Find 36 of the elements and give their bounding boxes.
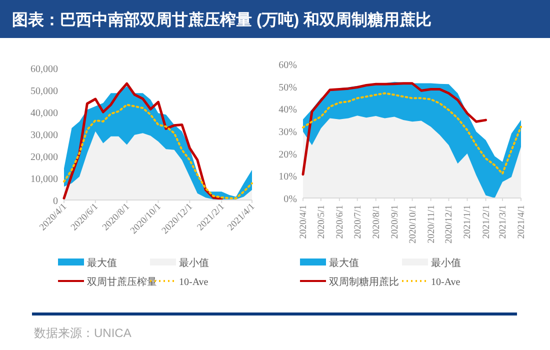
source-note: 数据来源：UNICA xyxy=(34,326,132,340)
y-tick-label: 30,000 xyxy=(30,130,58,141)
x-tick-label: 2020/12/1 xyxy=(444,204,455,244)
y-tick-label: 60,000 xyxy=(30,64,58,75)
legend-label: 双周制糖用蔗比 xyxy=(329,276,399,288)
x-tick-label: 2020/6/1 xyxy=(335,204,346,239)
legend-label: 最小值 xyxy=(179,257,209,269)
y-tick-label: 30% xyxy=(278,127,297,138)
y-tick-label: 10,000 xyxy=(30,174,58,185)
x-tick-label: 2020/4/1 xyxy=(299,204,309,239)
legend-label: 10-Ave xyxy=(431,277,461,288)
y-tick-label: 20,000 xyxy=(30,152,58,163)
y-tick-label: 10% xyxy=(278,172,297,183)
x-tick-label: 2020/10/1 xyxy=(408,204,418,244)
x-tick-label: 2020/8/1 xyxy=(372,204,382,239)
x-tick-label: 2020/5/1 xyxy=(316,204,327,239)
legend-label: 最大值 xyxy=(329,257,359,269)
x-tick-label: 2021/1/1 xyxy=(463,204,474,239)
y-tick-label: 50,000 xyxy=(30,86,58,97)
y-tick-label: 50% xyxy=(278,82,297,94)
x-tick-label: 2021/3/1 xyxy=(498,204,508,239)
y-tick-label: 40% xyxy=(278,104,297,116)
y-tick-label: 60% xyxy=(278,60,297,71)
y-tick-label: 0% xyxy=(284,194,297,205)
x-tick-label: 2021/4/1 xyxy=(517,204,527,239)
legend-label: 最小值 xyxy=(431,257,461,269)
x-tick-label: 2021/2/1 xyxy=(482,204,492,239)
x-tick-label: 2020/11/1 xyxy=(426,204,437,244)
legend-label: 10-Ave xyxy=(179,277,209,288)
x-tick-label: 2020/7/1 xyxy=(353,204,364,239)
y-tick-label: 20% xyxy=(278,149,297,160)
y-tick-label: 40,000 xyxy=(30,108,58,119)
chart-title: 图表：巴西中南部双周甘蔗压榨量 (万吨) 和双周制糖用蔗比 xyxy=(12,11,432,29)
y-tick-label: 0 xyxy=(53,196,58,207)
x-tick-label: 2020/9/1 xyxy=(390,204,400,239)
legend-label: 最大值 xyxy=(87,257,117,269)
